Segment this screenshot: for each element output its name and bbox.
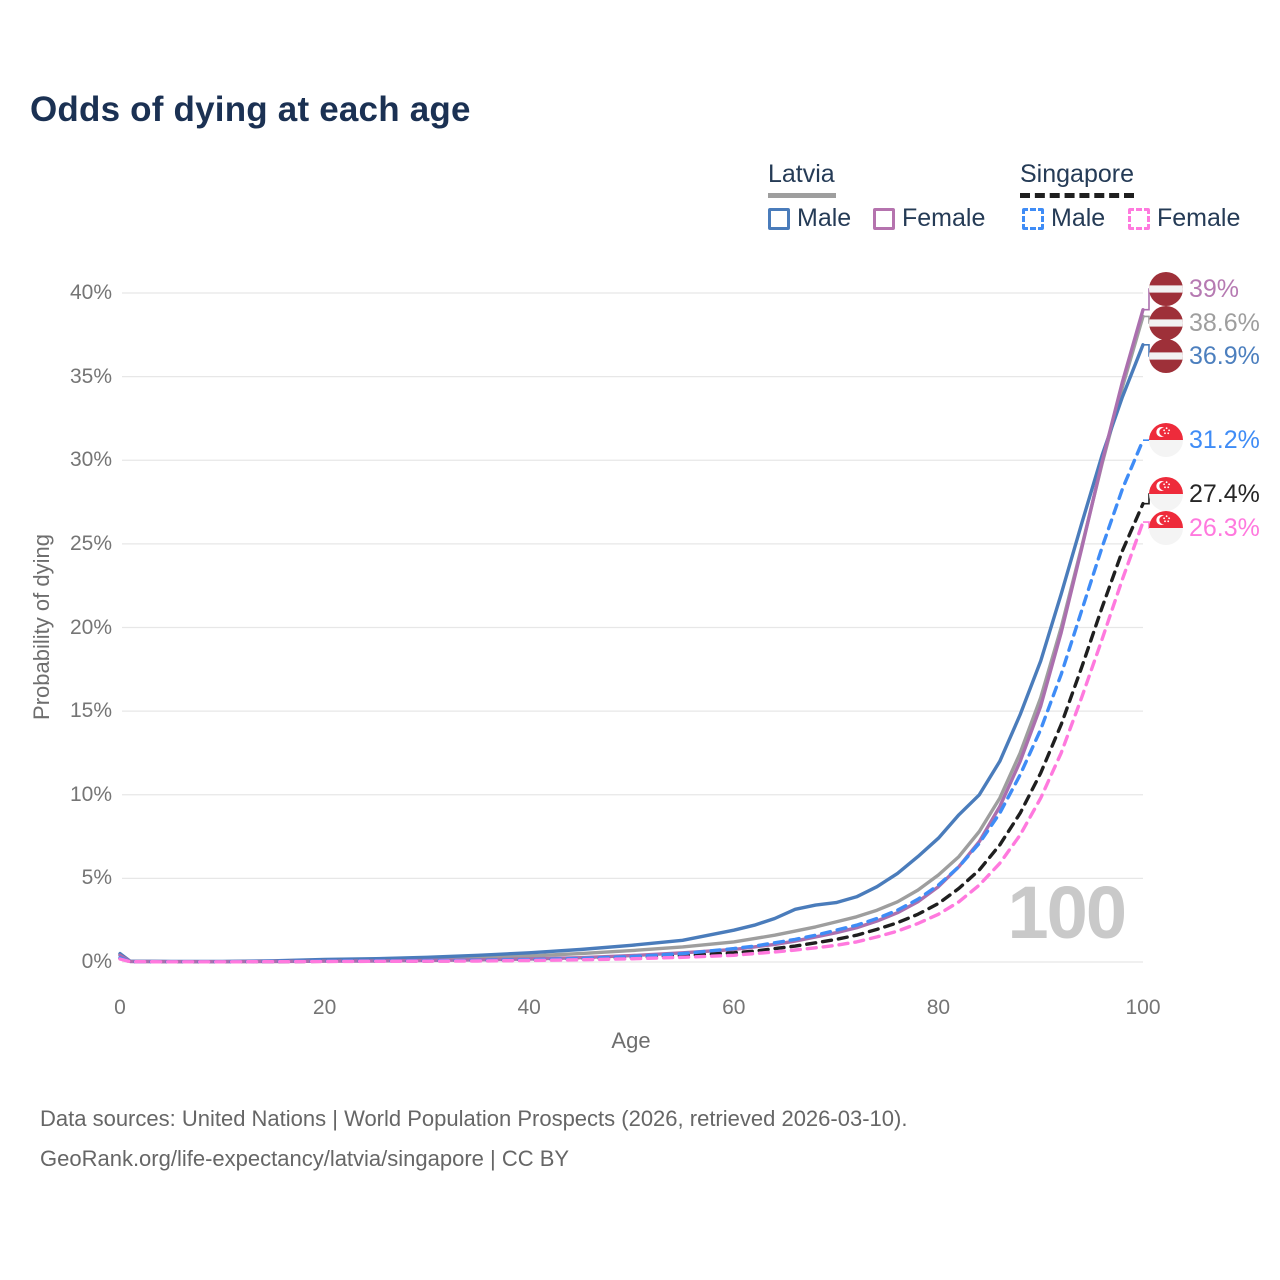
- y-tick-label-0: 0%: [81, 950, 112, 973]
- x-tick-label-40: 40: [517, 996, 541, 1019]
- end-label-value: 39%: [1189, 274, 1240, 303]
- x-axis-title: Age: [611, 1028, 651, 1053]
- y-tick-label-35: 35%: [69, 364, 112, 388]
- y-tick-label-40: 40%: [69, 281, 112, 304]
- legend-item-singapore-female[interactable]: Female: [1128, 204, 1240, 233]
- legend-swatch-singapore-male: [1022, 207, 1044, 230]
- y-tick-label-25: 25%: [69, 531, 112, 555]
- legend-group-latvia: Latvia: [768, 160, 836, 198]
- end-label-lv_f: 39%: [1149, 272, 1239, 306]
- series-line-lv_f[interactable]: [118, 308, 1145, 964]
- end-label-sg_m: 31.2%: [1149, 423, 1260, 457]
- legend-label: Male: [1051, 204, 1106, 232]
- end-label-value: 38.6%: [1189, 308, 1260, 337]
- x-tick-label-80: 80: [926, 996, 951, 1019]
- legend-item-singapore-male[interactable]: Male: [1022, 204, 1105, 233]
- end-label-value: 36.9%: [1189, 341, 1260, 370]
- legend-country-singapore: Singapore: [1020, 160, 1134, 198]
- legend-label: Female: [902, 204, 986, 232]
- legend-label: Male: [797, 204, 852, 232]
- legend-swatch-latvia-male: [768, 207, 790, 230]
- x-tick-label-20: 20: [312, 996, 337, 1019]
- age-counter-watermark: 100: [1007, 871, 1127, 954]
- end-label-sg_f: 26.3%: [1149, 511, 1260, 545]
- legend-group-singapore: Singapore: [1020, 160, 1134, 198]
- latvia-flag-icon: [1149, 306, 1183, 340]
- legend-item-latvia-male[interactable]: Male: [768, 204, 851, 233]
- latvia-flag-icon: [1149, 339, 1183, 373]
- legend-swatch-latvia-female: [873, 207, 895, 230]
- legend-country-latvia: Latvia: [768, 160, 836, 198]
- y-tick-label-5: 5%: [81, 866, 112, 890]
- singapore-flag-icon: [1149, 511, 1183, 545]
- y-tick-label-10: 10%: [69, 782, 112, 806]
- x-tick-label-100: 100: [1125, 996, 1161, 1019]
- legend-swatch-singapore-female: [1128, 207, 1150, 230]
- x-tick-label-0: 0: [114, 996, 126, 1019]
- end-label-sg_t: 27.4%: [1149, 477, 1260, 511]
- y-tick-label-15: 15%: [69, 699, 112, 723]
- footer-sources: Data sources: United Nations | World Pop…: [40, 1106, 908, 1131]
- series-line-lv_m[interactable]: [118, 343, 1145, 964]
- latvia-flag-icon: [1149, 272, 1183, 306]
- end-label-lv_t: 38.6%: [1149, 306, 1260, 340]
- legend-label: Female: [1157, 204, 1241, 232]
- end-label-value: 27.4%: [1189, 479, 1260, 508]
- singapore-flag-icon: [1149, 477, 1183, 511]
- series-line-lv_t[interactable]: [118, 314, 1145, 964]
- end-label-lv_m: 36.9%: [1149, 339, 1260, 373]
- y-tick-label-30: 30%: [69, 448, 112, 472]
- legend-item-latvia-female[interactable]: Female: [873, 204, 985, 233]
- x-tick-label-60: 60: [722, 996, 746, 1019]
- end-label-value: 26.3%: [1189, 513, 1260, 542]
- end-label-value: 31.2%: [1189, 425, 1260, 454]
- chart-title: Odds of dying at each age: [30, 90, 471, 129]
- footer-attribution: GeoRank.org/life-expectancy/latvia/singa…: [40, 1146, 570, 1171]
- y-tick-label-20: 20%: [69, 615, 112, 639]
- singapore-flag-icon: [1149, 423, 1183, 457]
